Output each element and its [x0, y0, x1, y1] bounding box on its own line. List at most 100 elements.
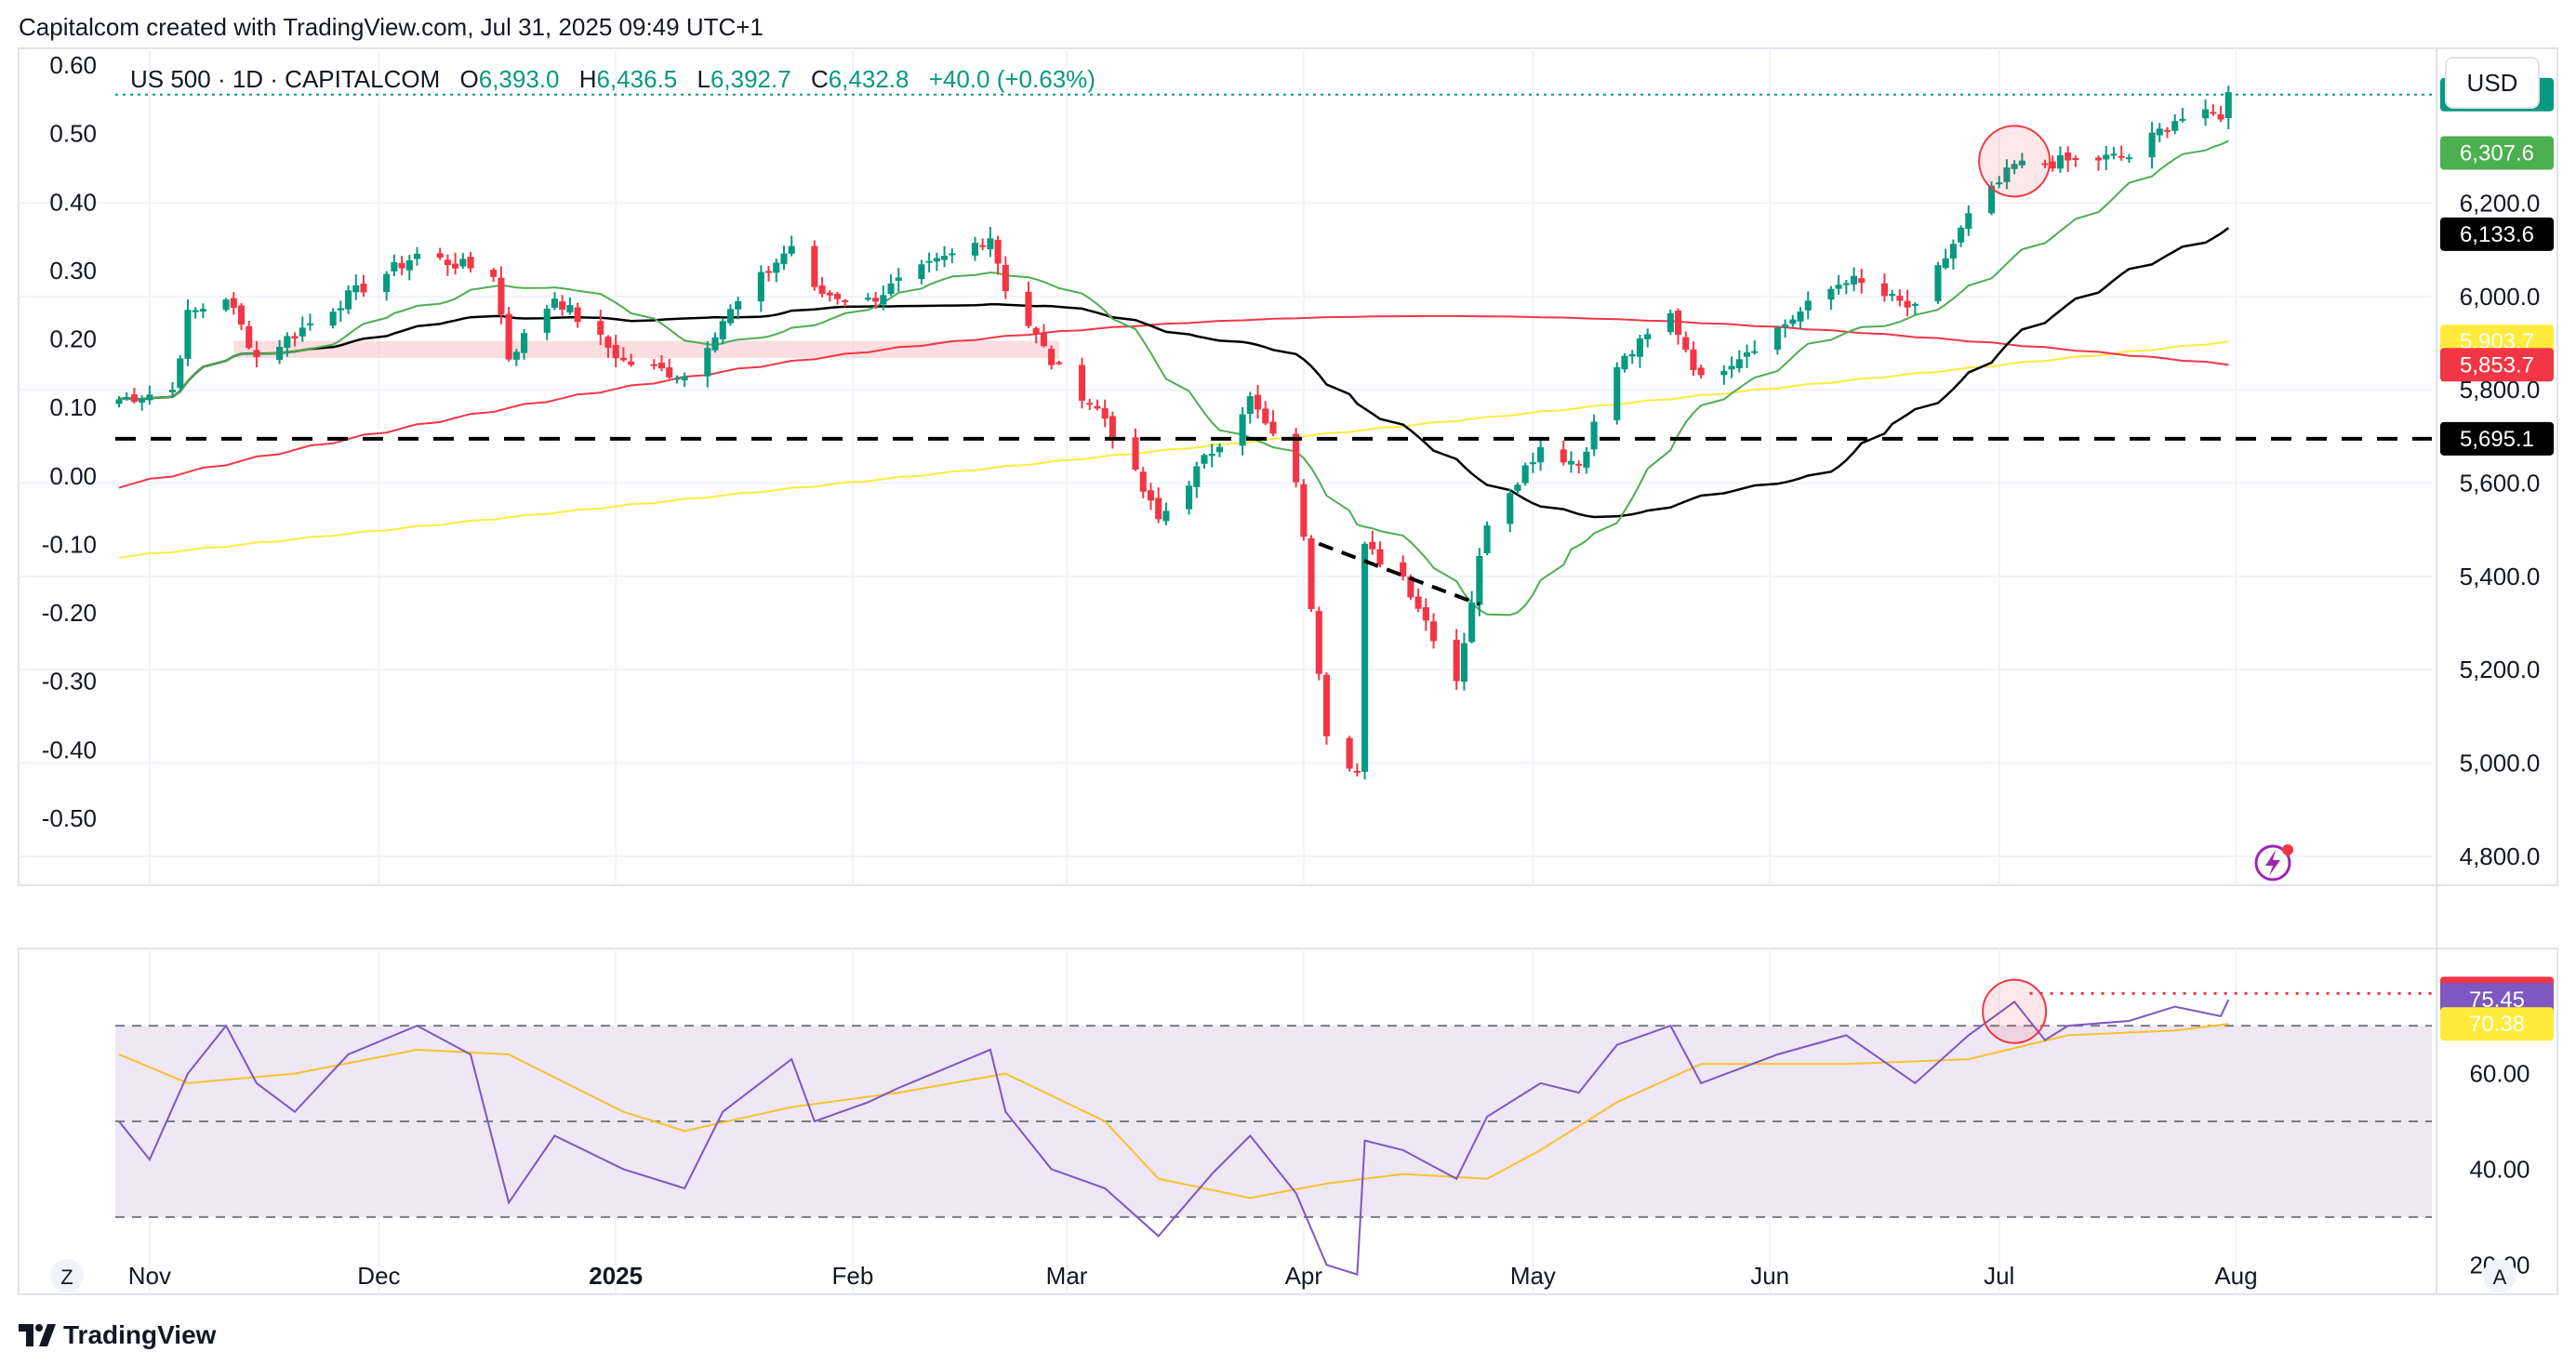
candle-body: [1507, 493, 1514, 524]
candle-body: [2217, 114, 2224, 120]
left-tick-label: -0.10: [42, 530, 97, 558]
candle-body: [971, 243, 979, 256]
legend-close-value: 6,432.8: [829, 65, 910, 93]
candle-body: [1201, 455, 1208, 464]
price-tag: 6,133.6: [2460, 222, 2534, 247]
candle-body: [872, 298, 880, 302]
candle-body: [505, 313, 512, 360]
candle-body: [1690, 349, 1697, 370]
legend-close-label: C: [811, 65, 829, 93]
candle-body: [765, 271, 773, 273]
candle-body: [1422, 607, 1429, 621]
candle-body: [1751, 351, 1759, 353]
candle-body: [1315, 610, 1322, 674]
candle-body: [1590, 421, 1598, 450]
candle-body: [306, 323, 314, 325]
candle-body: [612, 344, 619, 359]
candle-body: [1880, 283, 1888, 297]
candle-body: [1215, 446, 1223, 453]
candle-body: [2103, 154, 2110, 160]
tradingview-logo-icon: [19, 1324, 56, 1346]
candle-body: [735, 300, 742, 310]
candle-body: [1583, 451, 1590, 469]
candle-body: [604, 336, 612, 348]
candle-body: [1254, 394, 1262, 410]
candle-body: [1460, 643, 1467, 682]
candle-body: [1804, 300, 1812, 311]
candle-body: [1353, 770, 1361, 773]
candle-body: [1262, 408, 1269, 424]
candle-body: [1942, 258, 1949, 269]
left-tick-label: -0.50: [42, 804, 97, 832]
candle-body: [2210, 112, 2217, 114]
tradingview-logo[interactable]: TradingView: [19, 1317, 216, 1354]
candle-body: [352, 285, 360, 293]
candle-body: [2041, 163, 2049, 166]
candle-body: [2171, 121, 2179, 131]
candle-body: [887, 283, 895, 295]
rsi-value-tag-bg: [2440, 1007, 2554, 1041]
left-tick-label: -0.40: [42, 736, 97, 763]
candle-body: [1773, 327, 1781, 351]
candle-body: [1521, 465, 1529, 484]
tradingview-brand: TradingView: [63, 1320, 217, 1349]
candle-body: [1827, 288, 1835, 300]
x-tick-label: Apr: [1285, 1262, 1323, 1290]
candle-body: [1040, 332, 1047, 347]
candle-body: [1636, 338, 1643, 357]
candle-body: [1429, 621, 1438, 642]
candle-body: [1628, 353, 1636, 357]
price-tag: 5,695.1: [2460, 427, 2534, 452]
candle-body: [1728, 365, 1735, 370]
candle-body: [1414, 596, 1422, 609]
legend-low-label: L: [697, 65, 710, 93]
candle-body: [1835, 285, 1842, 289]
candle-body: [1109, 416, 1116, 439]
candle-body: [1567, 460, 1575, 465]
x-tick-label: Nov: [128, 1262, 171, 1290]
candle-body: [818, 285, 826, 295]
candle-body: [2156, 128, 2163, 136]
candle-body: [1346, 737, 1353, 769]
candle-body: [521, 333, 528, 353]
candle-body: [1078, 364, 1086, 401]
candle-body: [2003, 167, 2011, 182]
currency-button[interactable]: USD: [2445, 57, 2540, 109]
legend-change: +40.0 (+0.63%): [929, 65, 1095, 93]
lightning-icon[interactable]: [2254, 844, 2293, 881]
x-tick-label: Feb: [832, 1262, 874, 1290]
candle-body: [1048, 349, 1056, 365]
candle-body: [284, 336, 291, 348]
candle-body: [1987, 185, 1996, 214]
candle-body: [895, 277, 902, 282]
candle-body: [1300, 484, 1308, 537]
candle-body: [1965, 213, 1972, 230]
candle-body: [657, 363, 666, 369]
auto-scale-left-button[interactable]: Z: [50, 1259, 84, 1292]
price-tick-label: 5,000.0: [2460, 749, 2541, 777]
sma-200-line: [118, 340, 2229, 559]
candle-body: [1996, 182, 2003, 185]
candle-body: [436, 253, 444, 258]
candle-body: [184, 310, 192, 359]
legend-high-label: H: [579, 65, 597, 93]
candle-body: [2011, 164, 2018, 169]
candle-body: [1476, 555, 1483, 605]
legend-line: US 500 · 1D · CAPITALCOM O6,393.0 H6,436…: [130, 65, 1095, 93]
candle-body: [2018, 160, 2025, 166]
auto-scale-right-button[interactable]: A: [2483, 1259, 2516, 1292]
candle-body: [1056, 362, 1063, 364]
candle-body: [1208, 453, 1215, 457]
trend-dash-line: [1318, 541, 1481, 606]
candle-body: [925, 260, 933, 263]
candle-body: [222, 299, 230, 311]
candle-body: [933, 258, 940, 262]
candle-body: [2224, 92, 2232, 119]
candle-body: [1674, 311, 1682, 336]
rsi-pane-border: [18, 948, 2558, 1295]
candle-body: [1560, 449, 1567, 463]
candle-body: [360, 284, 367, 293]
candle-body: [123, 396, 130, 400]
rsi-tick-label: 60.00: [2469, 1060, 2530, 1088]
